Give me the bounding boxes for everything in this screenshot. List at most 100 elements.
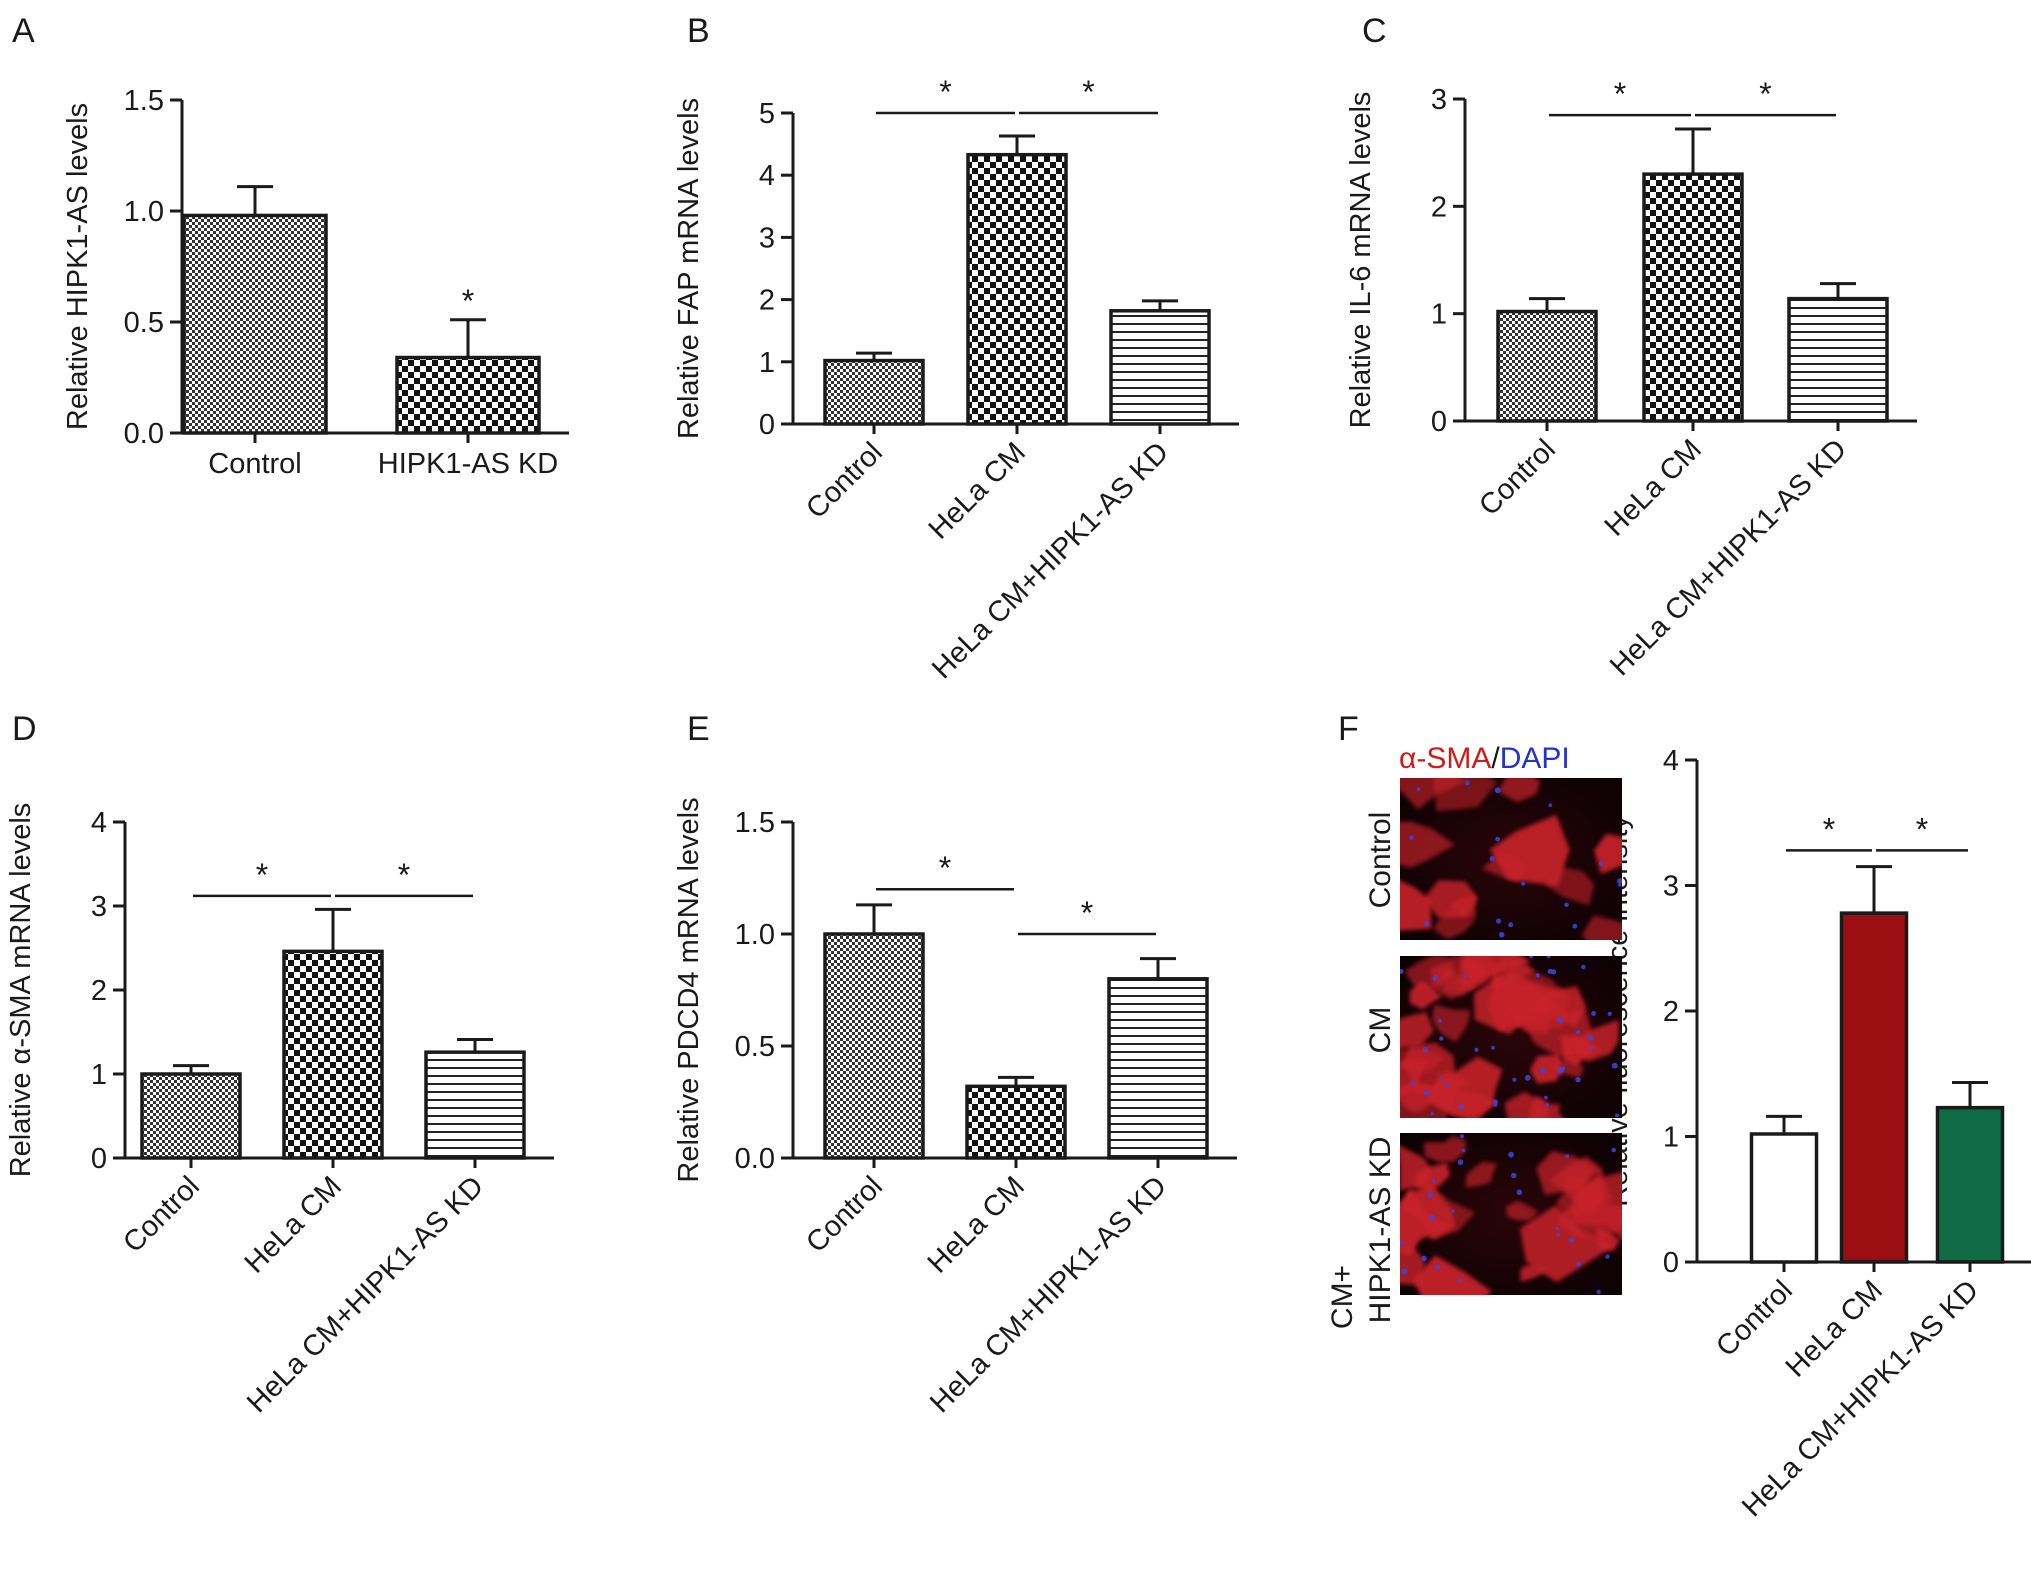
y-tick-label: 1	[1431, 299, 1447, 331]
y-tick-label: 2	[91, 975, 107, 1007]
y-tick-label: 3	[1663, 871, 1679, 903]
nucleus-dot	[1535, 973, 1540, 978]
y-tick-label: 0.0	[124, 418, 164, 450]
chart-c-il6-mrna: 0 1 2 3 Relative IL-6 mRNA levels Control HeLa…	[1345, 76, 1917, 682]
nucleus-dot	[1546, 956, 1551, 959]
nucleus-dot	[1416, 787, 1421, 791]
nucleus-dot	[1576, 1261, 1582, 1267]
nucleus-dot	[1423, 1047, 1428, 1053]
significance-star: *	[1081, 895, 1093, 931]
bar-hela-cm	[965, 1084, 1067, 1160]
nucleus-dot	[1611, 1147, 1616, 1153]
nucleus-dot	[1605, 1254, 1610, 1259]
y-tick-label: 1.5	[124, 85, 164, 117]
panel-label-b: B	[687, 12, 710, 50]
significance-star: *	[1614, 76, 1626, 112]
x-tick-label: Control	[1710, 1274, 1799, 1363]
nucleus-dot	[1611, 1062, 1618, 1069]
significance-star: *	[1916, 811, 1928, 847]
x-tick-label: HeLa CM	[1599, 433, 1708, 542]
nucleus-dot	[1421, 1255, 1427, 1262]
nucleus-dot	[1474, 1047, 1479, 1052]
nucleus-dot	[1524, 1074, 1531, 1081]
micrograph-cells	[1400, 778, 1622, 940]
nucleus-dot	[1587, 1035, 1593, 1041]
bar-hela-cm	[966, 152, 1068, 426]
fluorescent-cell	[1497, 778, 1541, 803]
nucleus-dot	[1439, 1036, 1444, 1041]
panel-label-d: D	[12, 710, 37, 748]
nucleus-dot	[1596, 1289, 1601, 1295]
fluorescent-cell	[1489, 814, 1570, 887]
fluorescent-cell	[1400, 1058, 1429, 1095]
micrograph-control	[1400, 778, 1622, 940]
bar-control	[1496, 309, 1598, 423]
nucleus-dot	[1499, 931, 1505, 938]
micrograph-cells	[1400, 1134, 1622, 1295]
y-tick-label: 0	[759, 409, 775, 441]
nucleus-dot	[1575, 1077, 1581, 1083]
nucleus-dot	[1437, 1018, 1442, 1023]
x-tick-label: HeLa CM+HIPK1-AS KD	[926, 436, 1175, 685]
nucleus-dot	[1561, 1066, 1566, 1070]
nucleus-dot	[1439, 1076, 1443, 1080]
nucleus-dot	[1459, 1134, 1465, 1139]
y-tick-label: 2	[1431, 191, 1447, 223]
nucleus-dot	[1529, 956, 1534, 959]
nucleus-dot	[1445, 1083, 1449, 1088]
row-label-cm-plus: CM+	[1326, 1265, 1359, 1329]
stain-title-asma: α-SMA	[1399, 742, 1491, 775]
y-tick-label: 3	[759, 222, 775, 254]
row-label-cm: CM	[1364, 1007, 1397, 1054]
fluorescent-cell	[1581, 915, 1622, 940]
y-tick-label: 1	[759, 347, 775, 379]
nucleus-dot	[1451, 1209, 1455, 1213]
y-tick-label: 0	[91, 1143, 107, 1175]
nucleus-dot	[1435, 1264, 1440, 1270]
y-tick-label: 4	[759, 160, 775, 192]
nucleus-dot	[1401, 1268, 1408, 1275]
bar-control	[823, 358, 925, 426]
nucleus-dot	[1521, 881, 1526, 886]
fluorescent-cell	[1520, 1205, 1615, 1283]
y-tick-label: 0.5	[735, 1031, 775, 1063]
nucleus-dot	[1458, 1278, 1463, 1282]
y-tick-label: 0	[1663, 1247, 1679, 1279]
y-axis-title: Relative α-SMA mRNA levels	[5, 803, 37, 1178]
nucleus-dot	[1432, 976, 1437, 981]
x-tick-label: Control	[208, 448, 302, 480]
nucleus-dot	[1508, 922, 1514, 928]
nucleus-dot	[1495, 836, 1500, 842]
nucleus-dot	[1431, 1179, 1436, 1183]
nucleus-dot	[1457, 1159, 1464, 1165]
nucleus-dot	[1556, 1233, 1561, 1237]
y-axis-title: Relative IL-6 mRNA levels	[1345, 92, 1377, 429]
chart-d-asma-mrna: 0 1 2 3 4 Relative α-SMA mRNA levels Control He…	[5, 803, 554, 1419]
nucleus-dot	[1491, 1045, 1495, 1050]
x-tick-label: Control	[117, 1170, 206, 1259]
fluorescent-cell	[1404, 956, 1459, 991]
bar-control	[182, 213, 328, 435]
nucleus-dot	[1400, 969, 1404, 974]
nucleus-dot	[1557, 1017, 1563, 1023]
chart-e-pdcd4-mrna: 0.0 0.5 1.0 1.5 Relative PDCD4 mRNA levels Co…	[673, 797, 1237, 1419]
fluorescent-cell	[1400, 1145, 1432, 1191]
nucleus-dot	[1493, 1099, 1498, 1105]
fluorescent-cell	[1529, 1054, 1562, 1084]
bar-control	[1749, 1132, 1819, 1264]
nucleus-dot	[1617, 878, 1622, 884]
panel-label-e: E	[687, 710, 710, 748]
significance-star: *	[939, 74, 951, 110]
fluorescent-cell	[1400, 1189, 1452, 1256]
nucleus-dot	[1429, 1214, 1436, 1221]
nucleus-dot	[1565, 1154, 1570, 1159]
nucleus-dot	[1410, 1081, 1415, 1086]
fluorescent-cell	[1427, 1056, 1503, 1118]
x-tick-label: Control	[800, 436, 889, 525]
x-tick-label: HeLa CM	[923, 436, 1032, 545]
chart-b-fap-mrna: 0 1 2 3 4 5 Relative FAP mRNA levels Control HeL…	[673, 74, 1239, 685]
nucleus-dot	[1461, 1148, 1466, 1153]
nucleus-dot	[1572, 923, 1578, 929]
fluorescent-cell	[1571, 1019, 1619, 1063]
nucleus-dot	[1489, 856, 1495, 862]
